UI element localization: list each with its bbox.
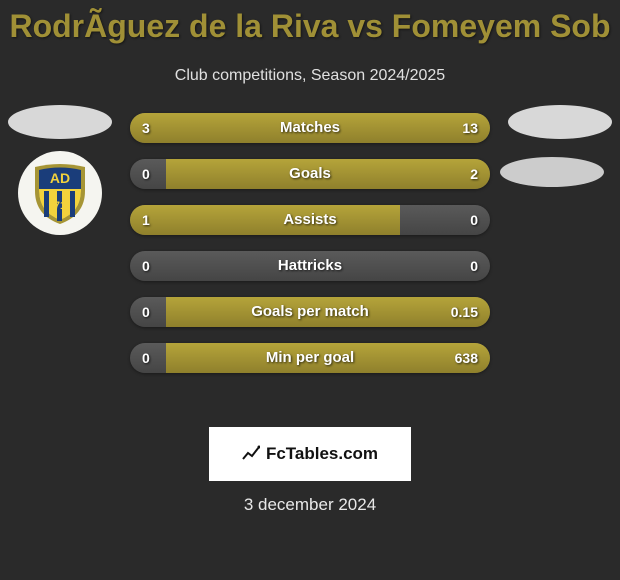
player-right-oval — [508, 105, 612, 139]
stat-label: Matches — [130, 113, 490, 143]
svg-text:71: 71 — [54, 200, 66, 212]
player-right-oval-2 — [500, 157, 604, 187]
chart-icon — [242, 445, 260, 463]
stat-row: 00.15Goals per match — [130, 297, 490, 327]
stat-label: Goals — [130, 159, 490, 189]
stat-row: 10Assists — [130, 205, 490, 235]
source-tag-label: FcTables.com — [266, 444, 378, 464]
svg-text:AD: AD — [50, 170, 70, 186]
right-player-column — [500, 113, 620, 187]
subtitle: Club competitions, Season 2024/2025 — [0, 67, 620, 85]
player-left-oval — [8, 105, 112, 139]
date-text: 3 december 2024 — [0, 495, 620, 515]
left-player-column: AD 71 — [0, 113, 120, 235]
stat-label: Assists — [130, 205, 490, 235]
source-tag: FcTables.com — [209, 427, 411, 481]
stat-label: Min per goal — [130, 343, 490, 373]
player-left-badge: AD 71 — [18, 151, 102, 235]
stat-label: Goals per match — [130, 297, 490, 327]
stat-bars: 313Matches 02Goals 10Assists 00Hattricks 00.… — [130, 113, 490, 373]
stat-row: 02Goals — [130, 159, 490, 189]
stat-row: 0638Min per goal — [130, 343, 490, 373]
club-shield-icon: AD 71 — [32, 161, 88, 225]
stat-label: Hattricks — [130, 251, 490, 281]
comparison-panel: AD 71 313Matches 02Goals 10Assists 00Hattri… — [0, 113, 620, 423]
page-title: RodrÃ­guez de la Riva vs Fomeyem Sob — [0, 0, 620, 45]
stat-row: 313Matches — [130, 113, 490, 143]
stat-row: 00Hattricks — [130, 251, 490, 281]
